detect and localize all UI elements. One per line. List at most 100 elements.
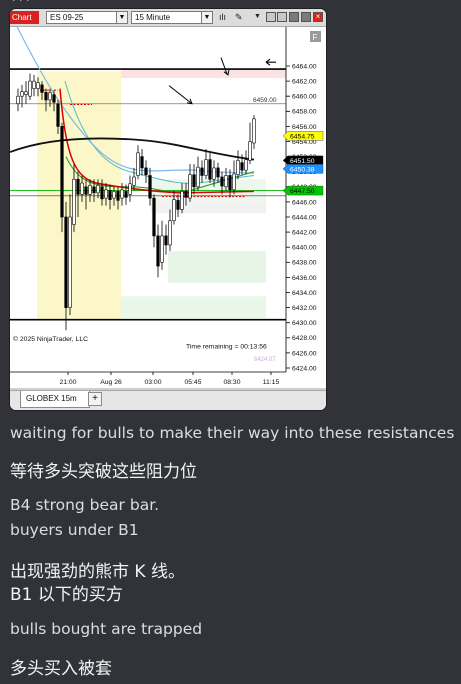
price-tick-label: 6464.00 — [292, 63, 317, 70]
message-line: bulls bought are trapped — [10, 620, 203, 638]
candle-body — [52, 94, 56, 103]
message-line: buyers under B1 — [10, 521, 139, 539]
chevron-down-icon: ▼ — [201, 12, 212, 23]
plot-area: 6459.00 © 2025 NinjaTrader, LLC Time remai… — [10, 27, 286, 363]
price-chart[interactable]: 6459.00 © 2025 NinjaTrader, LLC Time remai… — [10, 27, 326, 390]
price-tick-label: 6428.00 — [292, 335, 317, 342]
candle-body — [16, 95, 20, 105]
price-flag-label: 6450.38 — [290, 166, 315, 173]
toolbar-toggle-icon[interactable] — [277, 12, 287, 22]
candle-body — [100, 186, 104, 200]
maximize-icon[interactable] — [301, 12, 311, 22]
add-tab-button[interactable]: + — [88, 392, 102, 406]
candle-body — [84, 186, 88, 195]
price-tick-label: 6442.00 — [292, 230, 317, 237]
interval-select[interactable]: 15 Minute ▼ — [131, 11, 213, 24]
candle-body — [116, 191, 120, 201]
level-label: 6459.00 — [253, 97, 277, 104]
chart-menu-button[interactable]: Chart — [10, 11, 39, 24]
candle-body — [108, 190, 112, 200]
candle-body — [64, 216, 68, 308]
candle-body — [88, 184, 92, 195]
price-tick-label: 6438.00 — [292, 260, 317, 267]
chart-toolbar: Chart ES 09-25 ▼ 15 Minute ▼ ılı ✎ ▼ × — [10, 9, 326, 27]
candle-body — [56, 103, 60, 127]
bars-type-icon[interactable]: ılı — [219, 12, 227, 22]
support-zone — [168, 250, 266, 283]
panel-letter: F — [313, 33, 318, 42]
price-tick-label: 6424.00 — [292, 365, 317, 372]
price-tick-label: 6434.00 — [292, 290, 317, 297]
time-tick-label: 05:45 — [184, 379, 201, 386]
message-line: waiting for bulls to make their way into… — [10, 424, 455, 442]
price-tick-label: 6462.00 — [292, 79, 317, 86]
time-axis-bg — [10, 372, 326, 390]
close-icon[interactable]: × — [313, 12, 323, 22]
toolbar-toggle-icon[interactable] — [266, 12, 276, 22]
candle-body — [136, 152, 140, 176]
candle-body — [160, 235, 164, 263]
candle-body — [148, 175, 152, 199]
panel-button — [310, 31, 321, 42]
candle-body — [200, 167, 204, 176]
price-tick-label: 6430.00 — [292, 320, 317, 327]
candle-body — [240, 162, 244, 171]
price-tick-label: 6446.00 — [292, 199, 317, 206]
candle-body — [216, 167, 220, 178]
candle-body — [104, 189, 108, 199]
chart-attachment[interactable]: Chart ES 09-25 ▼ 15 Minute ▼ ılı ✎ ▼ × 6… — [10, 9, 326, 410]
candle-body — [152, 197, 156, 237]
annotation-arrow — [220, 57, 228, 74]
price-tick-label: 6460.00 — [292, 94, 317, 101]
candle-body — [120, 189, 124, 199]
candle-body — [144, 167, 148, 176]
support-zone — [121, 296, 266, 319]
price-flag-label: 6451.50 — [290, 158, 315, 165]
candle-body — [140, 156, 144, 169]
candle-body — [184, 191, 188, 198]
price-flag — [282, 164, 324, 174]
dropdown-icon[interactable]: ▼ — [254, 13, 261, 20]
candle-body — [188, 174, 192, 199]
candle-body — [228, 175, 232, 191]
candle-body — [244, 159, 248, 171]
candle-body — [44, 92, 48, 101]
price-axis-bg — [286, 27, 326, 372]
candle-body — [72, 178, 76, 225]
candle-body — [132, 176, 136, 186]
price-tick-label: 6458.00 — [292, 109, 317, 116]
candle-body — [180, 191, 184, 210]
candle-body — [48, 92, 52, 101]
chart-tab-bar: GLOBEX 15m + — [10, 390, 326, 410]
candle-body — [196, 166, 200, 188]
candle-body — [248, 141, 252, 161]
candle-body — [220, 176, 224, 187]
price-flag — [282, 155, 324, 166]
message-line: 出现强劲的熊市 K 线。 — [10, 562, 185, 582]
minimize-icon[interactable] — [289, 12, 299, 22]
time-tick-label: 11:15 — [263, 379, 280, 386]
candle-body — [112, 191, 116, 199]
price-tick-label: 6432.00 — [292, 305, 317, 312]
candle-body — [68, 216, 72, 308]
time-tick-label: Aug 26 — [100, 379, 122, 386]
instrument-select[interactable]: ES 09-25 ▼ — [46, 11, 128, 24]
time-remaining-label: Time remaining = 00:13:56 — [186, 343, 267, 350]
arrow-head-icon — [223, 69, 230, 76]
candle-body — [20, 91, 24, 97]
candle-body — [96, 184, 100, 194]
ma-line-black — [10, 137, 255, 161]
candle-body — [176, 200, 180, 210]
candle-body — [76, 178, 80, 195]
time-tick-label: 08:30 — [223, 379, 240, 386]
candle-body — [28, 80, 32, 97]
message-line: 等待多头突破这些阻力位 — [10, 462, 197, 482]
candle-body — [36, 82, 40, 89]
price-flag-label: 6454.75 — [290, 133, 315, 140]
resistance-zone — [121, 69, 286, 79]
instrument-value: ES 09-25 — [50, 13, 84, 22]
price-flag — [282, 185, 324, 196]
tab-globex-15m[interactable]: GLOBEX 15m — [20, 391, 90, 408]
annotation-arrow — [168, 85, 193, 105]
drawing-tool-icon[interactable]: ✎ — [235, 12, 243, 22]
